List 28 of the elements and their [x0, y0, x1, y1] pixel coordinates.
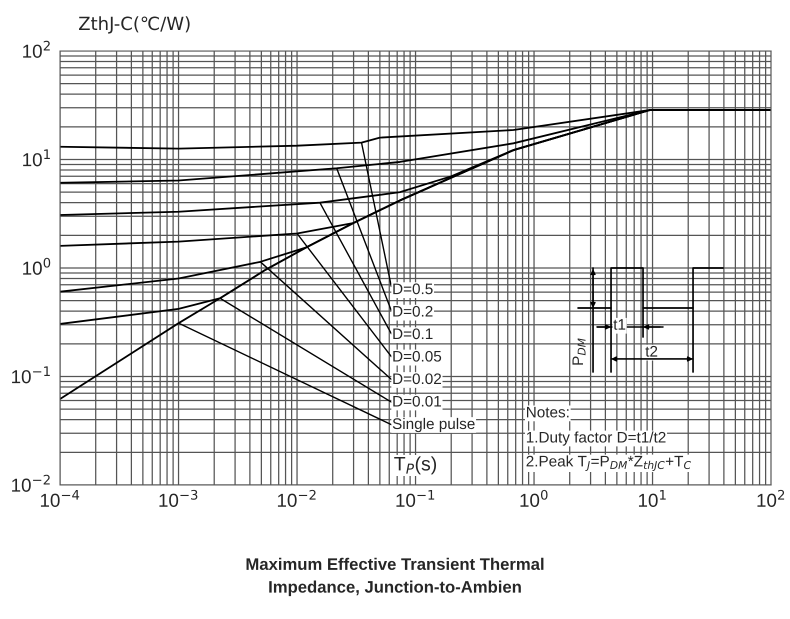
annotation: P$_{DM}$	[572, 338, 586, 365]
annotation: Notes:	[527, 406, 569, 418]
annotation: t1	[613, 319, 626, 330]
annotation: 1.Duty factor D=t1/t2	[526, 431, 666, 446]
y-tick-label: 10$^{−2}$	[12, 474, 50, 492]
x-tick-label: 10$^{2}$	[757, 490, 784, 507]
annotation: D=0.1	[393, 328, 433, 340]
x-tick-label: 10$^{−3}$	[159, 490, 198, 507]
annotation: 2.Peak T$_{J}$=P$_{DM}$*Z$_{thJC}$+T$_{C}$	[526, 455, 692, 472]
text: Maximum Effective Transient Thermal Impedance, Junction-to-Ambien	[246, 558, 544, 596]
annotation: D=0.02	[393, 373, 441, 384]
x-tick-label: 10$^{−2}$	[278, 490, 316, 507]
x-axis-title: T$_{P}$(s)	[394, 456, 436, 474]
annotation: D=0.05	[393, 350, 442, 362]
x-tick-label: 10$^{−1}$	[396, 490, 434, 507]
annotation: D=0.2	[393, 306, 433, 317]
annotation: D=0.5	[393, 283, 433, 294]
annotation: Single pulse	[392, 418, 475, 432]
x-tick-label: 10$^{−4}$	[40, 490, 80, 507]
annotation: t2	[645, 346, 658, 357]
x-tick-label: 10$^{1}$	[638, 490, 666, 507]
y-tick-label: 10$^{0}$	[23, 258, 50, 275]
annotation: D=0.01	[393, 396, 442, 407]
x-tick-label: 10$^{0}$	[520, 490, 548, 507]
y-tick-label: 10$^{2}$	[23, 40, 50, 58]
y-axis-title: ZthJ-C(℃/W)	[79, 16, 190, 34]
y-tick-label: 10$^{1}$	[23, 149, 50, 166]
y-tick-label: 10$^{−1}$	[12, 366, 50, 384]
